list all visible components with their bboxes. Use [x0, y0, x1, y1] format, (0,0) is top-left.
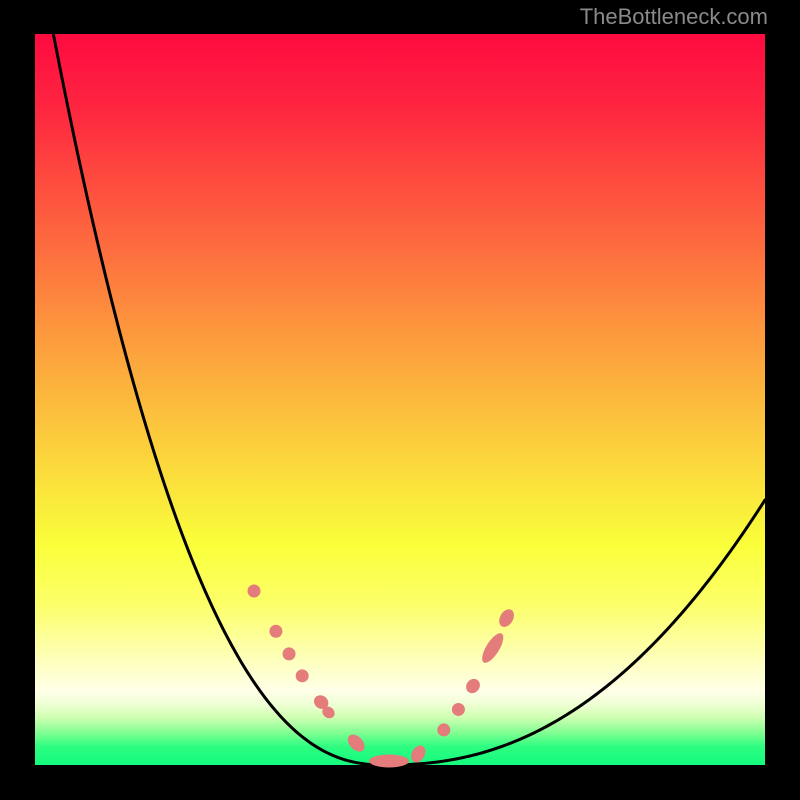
plot-background	[35, 34, 765, 765]
marker-0	[248, 585, 261, 598]
marker-2	[283, 647, 296, 660]
bottleneck-chart	[0, 0, 800, 800]
watermark-text: TheBottleneck.com	[580, 4, 768, 30]
marker-1	[269, 625, 282, 638]
marker-10	[452, 703, 465, 716]
marker-3	[296, 669, 309, 682]
chart-container: TheBottleneck.com	[0, 0, 800, 800]
marker-9	[437, 723, 450, 736]
marker-7	[369, 754, 409, 767]
